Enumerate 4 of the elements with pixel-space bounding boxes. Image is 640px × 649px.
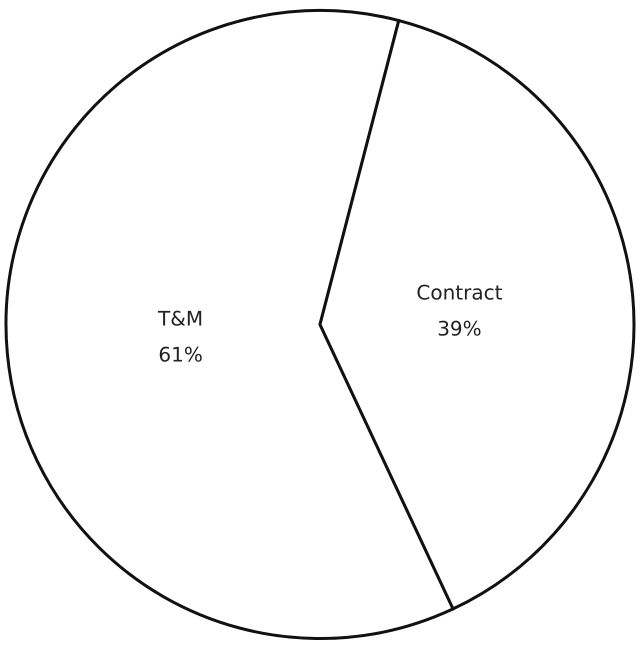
slice-label: Contract <box>416 280 503 305</box>
data-label: 61% <box>158 342 203 366</box>
data-label: 39% <box>437 316 482 341</box>
slice-label: T&M <box>157 306 204 330</box>
